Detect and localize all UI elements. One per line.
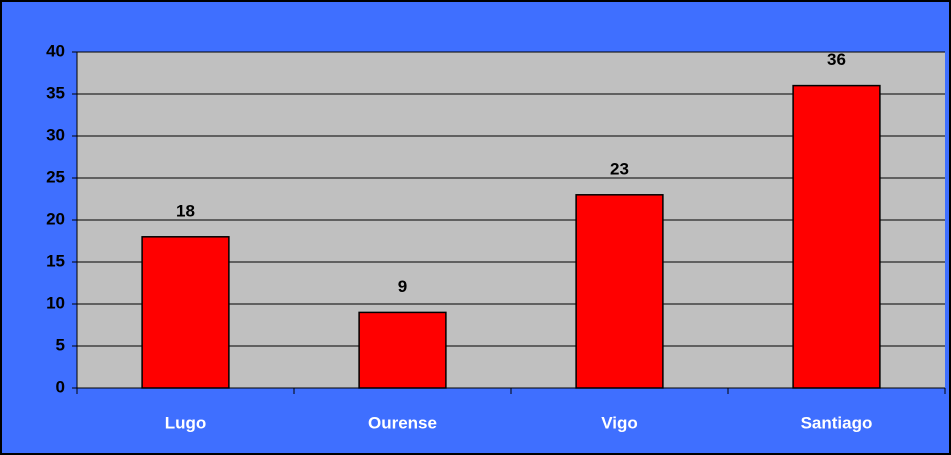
y-tick-label: 20 (46, 209, 65, 228)
x-tick-label: Santiago (801, 413, 873, 432)
y-tick-label: 15 (46, 251, 65, 270)
y-tick-label: 5 (56, 335, 65, 354)
y-tick-label: 40 (46, 41, 65, 60)
data-label: 23 (610, 159, 629, 178)
x-tick-label: Ourense (368, 413, 437, 432)
bar (141, 236, 230, 389)
bar (575, 194, 664, 389)
x-tick-label: Lugo (165, 413, 207, 432)
bar (358, 311, 447, 389)
bar (792, 84, 881, 389)
y-tick-label: 10 (46, 293, 65, 312)
y-tick-label: 0 (56, 377, 65, 396)
y-tick-label: 35 (46, 83, 65, 102)
y-tick-label: 25 (46, 167, 65, 186)
data-label: 18 (176, 201, 195, 220)
y-tick-label: 30 (46, 125, 65, 144)
data-label: 36 (827, 50, 846, 69)
x-tick-label: Vigo (601, 413, 638, 432)
data-label: 9 (398, 277, 407, 296)
